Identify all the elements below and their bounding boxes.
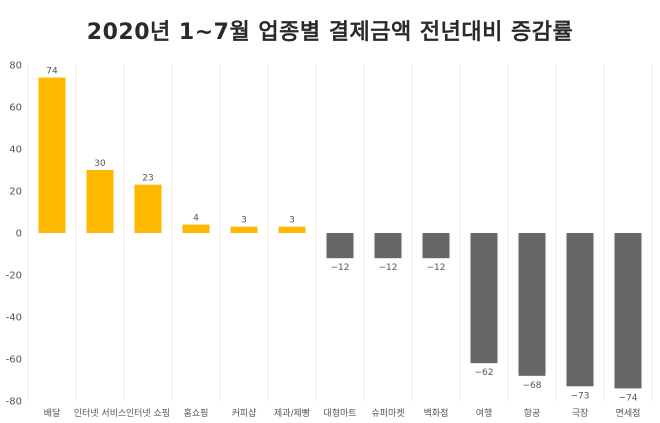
data-label: −62	[475, 368, 494, 378]
data-label: −12	[331, 263, 350, 273]
category-label: 면세점	[616, 407, 641, 419]
y-tick-label: -60	[6, 355, 22, 366]
category-label: 대형마트	[323, 408, 356, 419]
y-tick-label: -40	[6, 313, 22, 324]
data-label: −73	[571, 391, 590, 401]
data-label: 4	[193, 214, 199, 224]
data-label: 30	[94, 159, 106, 169]
y-tick-label: 40	[9, 145, 22, 156]
bar	[38, 77, 66, 233]
data-label: 74	[46, 67, 58, 77]
category-label: 배달	[44, 407, 61, 419]
data-label: −68	[523, 381, 542, 391]
y-tick-label: 60	[9, 103, 22, 114]
bar	[374, 233, 402, 259]
bar	[614, 233, 642, 389]
data-label: −12	[379, 263, 398, 273]
category-label: 백화점	[424, 407, 449, 419]
chart-title: 2020년 1~7월 업종별 결제금액 전년대비 증감률	[86, 20, 574, 45]
bar	[326, 233, 354, 259]
y-tick-label: 0	[16, 229, 22, 240]
category-label: 홈쇼핑	[184, 407, 209, 419]
category-label: 제과/제빵	[274, 408, 310, 419]
bar	[470, 233, 498, 364]
y-tick-label: -20	[6, 271, 22, 282]
bar	[278, 226, 306, 233]
category-label: 인터넷 서비스	[74, 408, 127, 419]
y-tick-label: 80	[9, 61, 22, 72]
data-label: −12	[427, 263, 446, 273]
bar	[422, 233, 450, 259]
bar	[182, 224, 210, 233]
bar	[134, 184, 162, 233]
y-tick-label: -80	[6, 397, 22, 408]
category-label: 항공	[524, 408, 541, 419]
data-label: 3	[289, 216, 295, 226]
data-label: 3	[241, 216, 247, 226]
category-label: 커피샵	[232, 408, 257, 419]
y-tick-label: 20	[9, 187, 22, 198]
bar	[566, 233, 594, 387]
data-label: −74	[619, 393, 638, 403]
bar	[230, 226, 258, 233]
data-label: 23	[142, 174, 153, 184]
bar	[86, 170, 114, 233]
category-label: 여행	[476, 407, 493, 419]
category-label: 인터넷 쇼핑	[126, 408, 170, 419]
category-label: 슈퍼마켓	[371, 408, 404, 419]
bar	[518, 233, 546, 376]
category-label: 극장	[572, 408, 589, 419]
